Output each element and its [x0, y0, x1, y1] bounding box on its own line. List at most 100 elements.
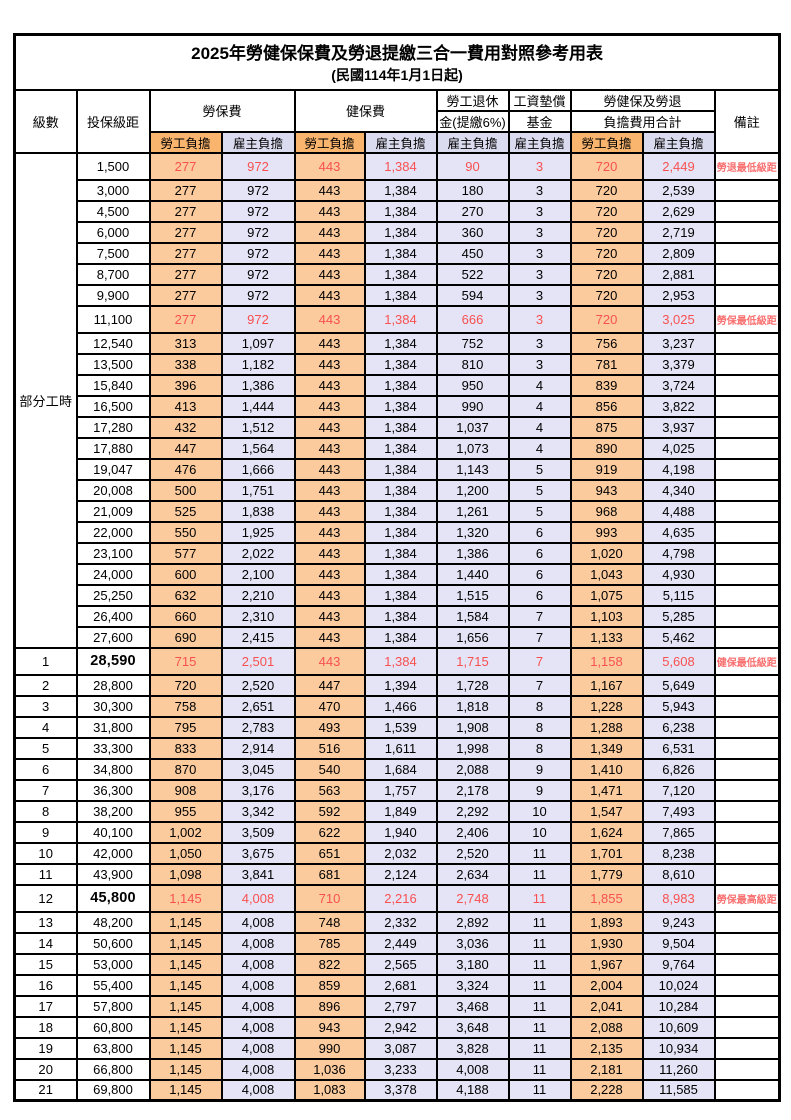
value-cell: 11: [507, 1078, 572, 1102]
bracket-cell: 33,300: [75, 736, 151, 760]
value-cell: 781: [569, 352, 644, 376]
value-cell: 9,504: [641, 931, 716, 955]
bracket-cell: 23,100: [75, 541, 151, 565]
level-cell: 21: [13, 1078, 78, 1102]
subheader-health-employee: 勞工負擔: [293, 130, 366, 154]
value-cell: 1,394: [363, 673, 438, 697]
value-cell: 3: [507, 220, 572, 244]
value-cell: 785: [293, 931, 366, 955]
table-row: 11,100 277 972 443 1,384 666 3 720 3,025 勞保最低級距: [15, 304, 781, 334]
value-cell: 2,892: [435, 910, 510, 934]
table-row: 部分工時 1,500 277 972 443 1,384 90 3 720 2,449 勞退最低級距: [13, 151, 781, 649]
bracket-cell: 1,500: [75, 151, 151, 181]
value-cell: 6,238: [641, 715, 716, 739]
value-cell: 972: [220, 241, 296, 265]
value-cell: 3,176: [220, 778, 296, 802]
value-cell: 8,238: [641, 841, 716, 865]
table-row: 9 40,100 1,002 3,509 622 1,940 2,406 10 1,624 7,8…: [13, 820, 781, 844]
value-cell: 2,228: [569, 1078, 644, 1102]
value-cell: 443: [293, 478, 366, 502]
value-cell: 1,384: [363, 304, 438, 334]
level-cell: 19: [13, 1036, 78, 1060]
value-cell: 710: [293, 883, 366, 913]
value-cell: 2,719: [641, 220, 716, 244]
value-cell: 839: [569, 373, 644, 397]
value-cell: 1,728: [435, 673, 510, 697]
remark-cell: [713, 862, 781, 886]
value-cell: 833: [148, 736, 223, 760]
fee-comparison-table: 2025年勞健保保費及勞退提繳三合一費用對照參考用表 (民國114年1月1日起)…: [13, 33, 782, 1102]
value-cell: 2,539: [641, 178, 716, 202]
value-cell: 756: [569, 331, 644, 355]
value-cell: 1,656: [435, 625, 510, 649]
value-cell: 1,228: [569, 694, 644, 718]
value-cell: 1,097: [220, 331, 296, 355]
value-cell: 563: [293, 778, 366, 802]
table-row: 15,840 396 1,386 443 1,384 950 4 839 3,724: [15, 373, 781, 397]
value-cell: 5: [507, 457, 572, 481]
value-cell: 1,384: [363, 220, 438, 244]
remark-cell: [713, 520, 781, 544]
table-row: 18 60,800 1,145 4,008 943 2,942 3,648 11 2,088 10…: [13, 1015, 781, 1039]
remark-cell: [713, 952, 781, 976]
bracket-cell: 12,540: [75, 331, 151, 355]
value-cell: 443: [293, 262, 366, 286]
value-cell: 1,384: [363, 499, 438, 523]
table-row: 6 34,800 870 3,045 540 1,684 2,088 9 1,410 6,826: [13, 757, 781, 781]
remark-cell: [713, 283, 781, 307]
value-cell: 443: [293, 241, 366, 265]
value-cell: 2,681: [363, 973, 438, 997]
value-cell: 592: [293, 799, 366, 823]
value-cell: 90: [435, 151, 510, 181]
bracket-cell: 25,250: [75, 583, 151, 607]
col-header-bracket: 投保級距: [75, 88, 151, 154]
value-cell: 1,440: [435, 562, 510, 586]
value-cell: 5: [507, 478, 572, 502]
value-cell: 525: [148, 499, 223, 523]
value-cell: 1,384: [363, 394, 438, 418]
value-cell: 11: [507, 1015, 572, 1039]
value-cell: 2,520: [435, 841, 510, 865]
value-cell: 1,384: [363, 415, 438, 439]
value-cell: 1,002: [148, 820, 223, 844]
value-cell: 752: [435, 331, 510, 355]
value-cell: 1,466: [363, 694, 438, 718]
remark-cell: [713, 820, 781, 844]
value-cell: 2,651: [220, 694, 296, 718]
value-cell: 1,715: [435, 646, 510, 676]
value-cell: 443: [293, 331, 366, 355]
bracket-cell: 15,840: [75, 373, 151, 397]
value-cell: 447: [148, 436, 223, 460]
value-cell: 1,073: [435, 436, 510, 460]
remark-cell: [713, 373, 781, 397]
value-cell: 3,378: [363, 1078, 438, 1102]
value-cell: 4,488: [641, 499, 716, 523]
level-cell: 2: [13, 673, 78, 697]
col-header-wage-fund-line2: 基金: [507, 109, 572, 133]
value-cell: 6: [507, 583, 572, 607]
value-cell: 1,145: [148, 952, 223, 976]
value-cell: 1,145: [148, 1015, 223, 1039]
value-cell: 1,701: [569, 841, 644, 865]
value-cell: 277: [148, 220, 223, 244]
value-cell: 1,145: [148, 1078, 223, 1102]
table-row: 23,100 577 2,022 443 1,384 1,386 6 1,020 4,798: [15, 541, 781, 565]
table-row: 8 38,200 955 3,342 592 1,849 2,292 10 1,547 7,493: [13, 799, 781, 823]
value-cell: 1,384: [363, 583, 438, 607]
value-cell: 443: [293, 457, 366, 481]
value-cell: 8: [507, 694, 572, 718]
value-cell: 3: [507, 262, 572, 286]
value-cell: 1,384: [363, 562, 438, 586]
table-row: 3,000 277 972 443 1,384 180 3 720 2,539: [15, 178, 781, 202]
value-cell: 3: [507, 151, 572, 181]
value-cell: 1,103: [569, 604, 644, 628]
value-cell: 1,384: [363, 436, 438, 460]
table-row: 20,008 500 1,751 443 1,384 1,200 5 943 4,340: [15, 478, 781, 502]
remark-cell: [713, 1057, 781, 1081]
table-row: 12,540 313 1,097 443 1,384 752 3 756 3,237: [15, 331, 781, 355]
value-cell: 2,210: [220, 583, 296, 607]
bracket-cell: 55,400: [75, 973, 151, 997]
bracket-cell: 63,800: [75, 1036, 151, 1060]
value-cell: 2,178: [435, 778, 510, 802]
